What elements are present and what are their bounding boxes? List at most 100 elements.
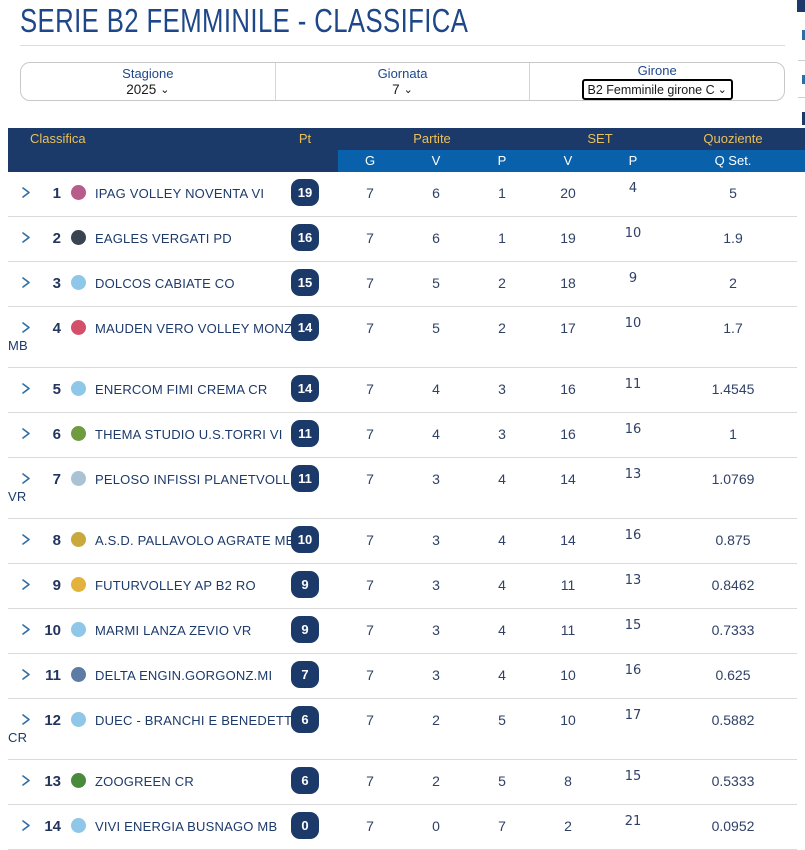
team-name: DELTA ENGIN.GORGONZ.MI [95,668,273,683]
team-logo [71,320,86,335]
expand-chevron-icon[interactable] [20,774,33,791]
filter-stagione: Stagione 2025 ⌄ [21,63,275,100]
points-badge: 6 [291,706,319,733]
points-badge: 16 [291,224,319,251]
team-logo [71,532,86,547]
stat-v: 3 [432,577,440,593]
stat-set-p: 16 [624,422,642,437]
stat-v: 2 [432,773,440,789]
table-row[interactable]: 7 PELOSO INFISSI PLANETVOLLEY VR 11 7 3 4 … [8,458,797,519]
stat-g: 7 [366,773,374,789]
points-badge: 6 [291,767,319,794]
table-header-columns: G V P V P Q Set. [8,150,805,172]
stat-q-set: 2 [729,275,737,291]
team-logo [71,577,86,592]
expand-chevron-icon[interactable] [20,472,33,489]
table-row[interactable]: 1 IPAG VOLLEY NOVENTA VI 19 7 6 1 20 4 5 [8,172,797,217]
stat-p: 4 [498,532,506,548]
stat-p: 5 [498,712,506,728]
stat-set-p: 16 [624,663,642,678]
table-row[interactable]: 12 DUEC - BRANCHI E BENEDETTI CR 6 7 2 5 1… [8,699,797,760]
table-row[interactable]: 11 DELTA ENGIN.GORGONZ.MI 7 7 3 4 10 16 0… [8,654,797,699]
stat-set-v: 8 [564,773,572,789]
table-row[interactable]: 5 ENERCOM FIMI CREMA CR 14 7 4 3 16 11 1.… [8,368,797,413]
stat-set-p: 4 [628,181,638,196]
header-p: P [497,153,507,168]
points-badge: 11 [291,465,319,492]
header-g: G [364,153,376,168]
stat-q-set: 0.7333 [711,622,755,638]
points-badge: 15 [291,269,319,296]
stat-set-v: 16 [560,381,576,397]
stagione-select[interactable]: 2025 ⌄ [126,82,169,98]
expand-chevron-icon[interactable] [20,427,33,444]
points-badge: 0 [291,812,319,839]
header-pt: Pt [298,131,312,146]
rank: 6 [52,426,61,443]
filter-giornata: Giornata 7 ⌄ [274,63,530,100]
stat-set-p: 11 [624,377,642,392]
team-name: MAUDEN VERO VOLLEY MONZA [95,321,302,336]
points-badge: 11 [291,420,319,447]
table-row[interactable]: 4 MAUDEN VERO VOLLEY MONZA MB 14 7 5 2 17 … [8,307,797,368]
stat-set-p: 21 [624,814,642,829]
stat-q-set: 1.9 [723,230,743,246]
stat-v: 4 [432,381,440,397]
table-row[interactable]: 3 DOLCOS CABIATE CO 15 7 5 2 18 9 2 [8,262,797,307]
expand-chevron-icon[interactable] [20,623,33,640]
table-row[interactable]: 6 THEMA STUDIO U.S.TORRI VI 11 7 4 3 16 1… [8,413,797,458]
expand-chevron-icon[interactable] [20,819,33,836]
expand-chevron-icon[interactable] [20,321,33,338]
expand-chevron-icon[interactable] [20,186,33,203]
expand-chevron-icon[interactable] [20,276,33,293]
team-name: MARMI LANZA ZEVIO VR [95,623,252,638]
filter-bar: Stagione 2025 ⌄ Giornata 7 ⌄ Girone B2 Fem… [20,62,785,101]
girone-label: Girone [637,63,677,78]
table-row[interactable]: 8 A.S.D. PALLAVOLO AGRATE MB 10 7 3 4 14 … [8,519,797,564]
expand-chevron-icon[interactable] [20,578,33,595]
team-logo [71,275,86,290]
clipped-right-content [798,97,805,98]
expand-chevron-icon[interactable] [20,668,33,685]
expand-chevron-icon[interactable] [20,231,33,248]
table-row[interactable]: 14 VIVI ENERGIA BUSNAGO MB 0 7 0 7 2 21 0… [8,805,797,850]
stat-q-set: 0.8462 [711,577,755,593]
header-set-p: P [628,153,638,168]
stat-q-set: 0.5882 [711,712,755,728]
team-logo [71,471,86,486]
stat-v: 5 [432,275,440,291]
team-name: DOLCOS CABIATE CO [95,276,235,291]
girone-select[interactable]: B2 Femminile girone C ⌄ [581,79,733,100]
stat-g: 7 [366,577,374,593]
rank: 13 [44,773,61,790]
stat-set-p: 15 [624,769,642,784]
stat-p: 5 [498,773,506,789]
table-row[interactable]: 10 MARMI LANZA ZEVIO VR 9 7 3 4 11 15 0.7… [8,609,797,654]
expand-chevron-icon[interactable] [20,713,33,730]
expand-chevron-icon[interactable] [20,533,33,550]
stat-set-p: 15 [624,618,642,633]
rank: 5 [52,381,61,398]
table-row[interactable]: 2 EAGLES VERGATI PD 16 7 6 1 19 10 1.9 [8,217,797,262]
table-row[interactable]: 13 ZOOGREEN CR 6 7 2 5 8 15 0.5333 [8,760,797,805]
stat-v: 3 [432,622,440,638]
header-blue-band [338,150,805,172]
team-name: ZOOGREEN CR [95,774,194,789]
expand-chevron-icon[interactable] [20,382,33,399]
giornata-value: 7 [392,81,400,97]
team-name: ENERCOM FIMI CREMA CR [95,382,268,397]
chevron-down-icon: ⌄ [403,83,413,96]
giornata-select[interactable]: 7 ⌄ [392,82,413,98]
stat-set-v: 11 [560,622,576,638]
stat-q-set: 1.4545 [711,381,755,397]
stat-q-set: 0.5333 [711,773,755,789]
stat-p: 2 [498,320,506,336]
stat-set-p: 13 [624,573,642,588]
team-name: A.S.D. PALLAVOLO AGRATE MB [95,533,295,548]
table-row[interactable]: 9 FUTURVOLLEY AP B2 RO 9 7 3 4 11 13 0.84… [8,564,797,609]
stat-p: 1 [498,185,506,201]
points-badge: 10 [291,526,319,553]
stat-g: 7 [366,230,374,246]
stat-q-set: 0.875 [715,532,751,548]
stat-p: 2 [498,275,506,291]
